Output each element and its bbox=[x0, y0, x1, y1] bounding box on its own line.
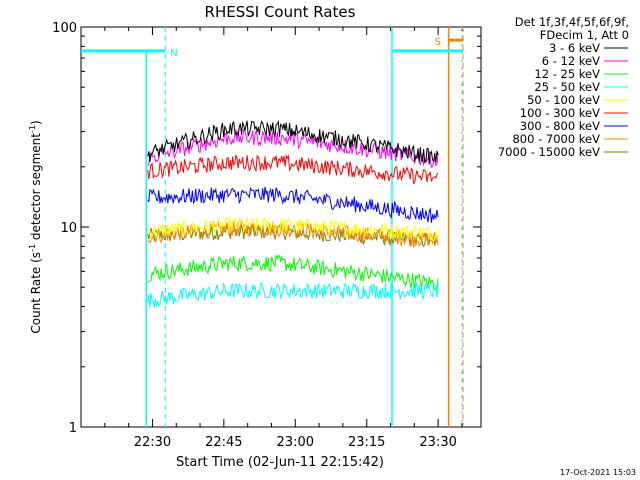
y-axis-label: Count Rate (s-1 detector segment-1) bbox=[28, 120, 43, 333]
y-tick-label: 100 bbox=[52, 21, 77, 36]
x-tick-label: 23:30 bbox=[419, 435, 456, 450]
x-tick-label: 22:45 bbox=[205, 435, 242, 450]
saa-marker-label: S bbox=[435, 37, 441, 48]
series-line-3 bbox=[147, 281, 439, 308]
legend-label-5: 100 - 300 keV bbox=[520, 106, 600, 120]
legend-label-8: 7000 - 15000 keV bbox=[498, 145, 600, 159]
y-tick-label: 10 bbox=[60, 221, 77, 236]
legend-header-line1: Det 1f,3f,4f,5f,6f,9f, bbox=[515, 15, 629, 29]
attenuator-lines: NS bbox=[81, 27, 464, 427]
legend-label-3: 25 - 50 keV bbox=[534, 80, 600, 94]
x-axis-ticks: 22:30 22:45 23:00 23:15 23:30 bbox=[104, 27, 463, 450]
x-axis-label: Start Time (02-Jun-11 22:15:42) bbox=[176, 455, 384, 470]
legend-label-7: 800 - 7000 keV bbox=[512, 132, 600, 146]
series-lines bbox=[147, 120, 439, 308]
legend-label-1: 6 - 12 keV bbox=[542, 54, 600, 68]
legend-header-line2: FDecim 1, Att 0 bbox=[540, 28, 629, 42]
chart-title: RHESSI Count Rates bbox=[205, 3, 356, 21]
footer-date: 17-Oct-2021 15:03 bbox=[560, 468, 636, 477]
y-tick-label: 1 bbox=[69, 421, 77, 436]
series-line-4 bbox=[147, 216, 439, 242]
series-line-2 bbox=[147, 254, 439, 291]
y-axis-ticks: 1 10 100 bbox=[52, 21, 481, 436]
legend-label-0: 3 - 6 keV bbox=[549, 41, 600, 55]
x-tick-label: 23:00 bbox=[277, 435, 314, 450]
series-line-5 bbox=[147, 153, 439, 185]
series-line-6 bbox=[147, 186, 439, 223]
legend-label-4: 50 - 100 keV bbox=[527, 93, 600, 107]
legend-label-6: 300 - 800 keV bbox=[520, 119, 600, 133]
series-line-0 bbox=[147, 120, 439, 165]
x-tick-label: 22:30 bbox=[134, 435, 171, 450]
legend-label-2: 12 - 25 keV bbox=[534, 67, 600, 81]
x-tick-label: 23:15 bbox=[348, 435, 385, 450]
night-marker-label: N bbox=[170, 48, 177, 59]
